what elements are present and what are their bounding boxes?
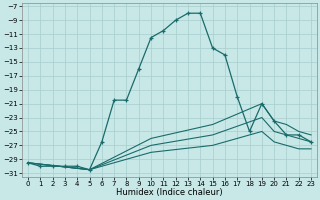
X-axis label: Humidex (Indice chaleur): Humidex (Indice chaleur) [116, 188, 223, 197]
